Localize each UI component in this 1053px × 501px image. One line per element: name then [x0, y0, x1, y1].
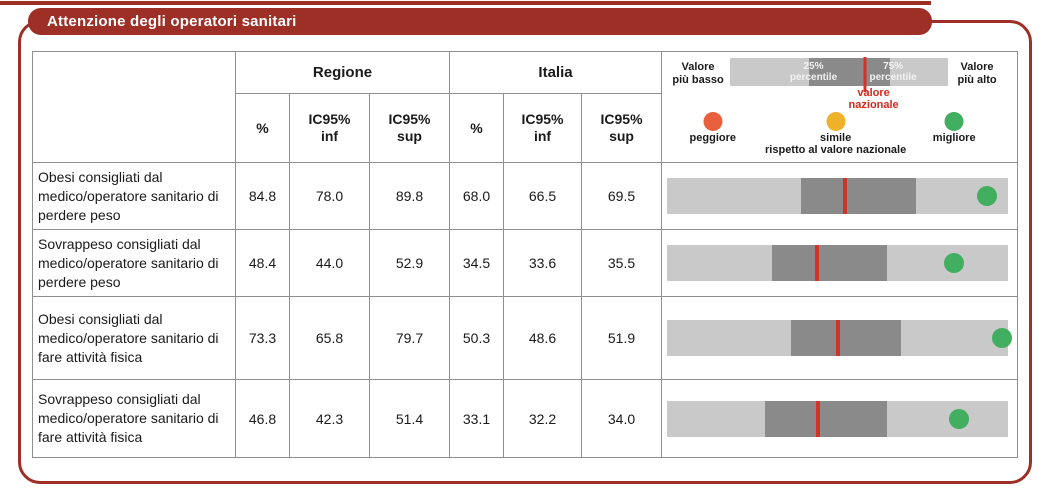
interquartile-range [771, 245, 888, 281]
bar-cell [661, 379, 1019, 458]
similar-dot-icon [826, 111, 846, 131]
bar-cell [661, 162, 1019, 230]
value-cell: 46.8 [235, 379, 290, 458]
value-cell: 34.0 [580, 379, 663, 458]
interquartile-range [791, 320, 902, 356]
col-header-regione-inf: IC95% inf [289, 93, 370, 163]
stats-table: Regione Italia Valore più basso 25% perc… [32, 51, 1019, 458]
table-body: Obesi consigliati dal medico/operatore s… [32, 162, 1019, 458]
percentile-track [667, 245, 1009, 281]
national-value-line [815, 245, 820, 281]
legend: Valore più basso 25% percentile 75% perc… [662, 53, 1017, 162]
legend-national-label: valore nazionale [848, 86, 899, 111]
legend-lowest-label: Valore più basso [672, 60, 724, 86]
national-value-line [843, 178, 848, 214]
legend-cell: Valore più basso 25% percentile 75% perc… [661, 51, 1019, 163]
row-label: Sovrappeso consigliati dal medico/operat… [32, 379, 236, 458]
value-cell: 68.0 [449, 162, 504, 230]
bar-cell [661, 296, 1019, 380]
legend-highest-label: Valore più alto [957, 60, 997, 86]
national-value-line [835, 320, 840, 356]
national-value-line [816, 400, 821, 437]
corner-cell [32, 51, 236, 163]
value-cell: 34.5 [449, 229, 504, 297]
legend-footer-label: rispetto al valore nazionale [765, 143, 907, 156]
group-header-italia: Italia [448, 51, 663, 94]
interquartile-range [801, 178, 916, 214]
value-cell: 42.3 [289, 379, 370, 458]
col-header-italia-sup: IC95% sup [580, 93, 663, 163]
legend-p25-label: 25% percentile [789, 60, 838, 83]
value-cell: 48.6 [503, 296, 582, 380]
row-label: Obesi consigliati dal medico/operatore s… [32, 296, 236, 380]
interquartile-range [764, 400, 888, 437]
col-header-italia-pct: % [449, 93, 504, 163]
better-dot-icon [944, 111, 964, 131]
legend-better-label: migliore [932, 131, 976, 144]
region-status-dot [948, 408, 969, 429]
value-cell: 89.8 [369, 162, 450, 230]
value-cell: 51.4 [369, 379, 450, 458]
region-status-dot [943, 253, 964, 273]
table-row: Obesi consigliati dal medico/operatore s… [32, 296, 1019, 380]
worse-dot-icon [703, 111, 723, 131]
col-header-italia-inf: IC95% inf [503, 93, 582, 163]
region-status-dot [977, 186, 998, 206]
value-cell: 51.9 [580, 296, 663, 380]
percentile-track [667, 320, 1013, 356]
legend-percentile-track: 25% percentile 75% percentile [730, 56, 949, 92]
value-cell: 66.5 [503, 162, 582, 230]
percentile-track [667, 400, 1009, 437]
page-title: Attenzione degli operatori sanitari [47, 13, 297, 30]
legend-national-line [863, 56, 867, 92]
value-cell: 78.0 [289, 162, 370, 230]
region-status-dot [992, 328, 1013, 348]
row-label: Sovrappeso consigliati dal medico/operat… [32, 229, 236, 297]
value-cell: 33.1 [449, 379, 504, 458]
group-header-regione: Regione [235, 51, 450, 94]
value-cell: 32.2 [503, 379, 582, 458]
value-cell: 73.3 [235, 296, 290, 380]
table-row: Obesi consigliati dal medico/operatore s… [32, 162, 1019, 230]
value-cell: 33.6 [503, 229, 582, 297]
col-header-regione-sup: IC95% sup [369, 93, 450, 163]
legend-p75-label: 75% percentile [869, 60, 917, 83]
table-row: Sovrappeso consigliati dal medico/operat… [32, 379, 1019, 458]
row-label: Obesi consigliati dal medico/operatore s… [32, 162, 236, 230]
value-cell: 69.5 [580, 162, 663, 230]
legend-worse-label: peggiore [689, 131, 737, 144]
value-cell: 35.5 [580, 229, 663, 297]
table-row: Sovrappeso consigliati dal medico/operat… [32, 229, 1019, 297]
legend-range [808, 57, 891, 86]
value-cell: 50.3 [449, 296, 504, 380]
col-header-regione-pct: % [235, 93, 290, 163]
value-cell: 65.8 [289, 296, 370, 380]
percentile-track [667, 178, 1009, 214]
bar-cell [661, 229, 1019, 297]
title-ribbon: Attenzione degli operatori sanitari [28, 8, 932, 35]
value-cell: 44.0 [289, 229, 370, 297]
top-rule [0, 1, 931, 5]
stats-table-wrap: Regione Italia Valore più basso 25% perc… [32, 51, 1019, 458]
legend-similar-label: simile [820, 131, 852, 144]
value-cell: 84.8 [235, 162, 290, 230]
value-cell: 79.7 [369, 296, 450, 380]
value-cell: 52.9 [369, 229, 450, 297]
value-cell: 48.4 [235, 229, 290, 297]
